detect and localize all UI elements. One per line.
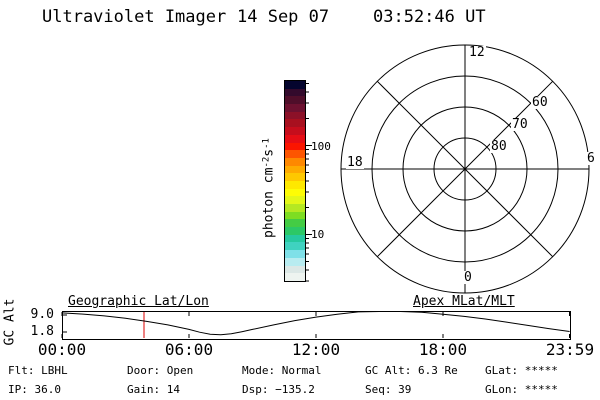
colorbar-band	[285, 111, 305, 120]
colorbar-band	[285, 104, 305, 112]
colorbar-band	[285, 142, 305, 151]
colorbar-band	[285, 242, 305, 251]
status-gc-alt: GC Alt: 6.3 Re	[365, 364, 458, 377]
dial-mlt-12-label: 12	[468, 45, 486, 60]
dial-mlat-70-label: 70	[511, 117, 529, 132]
xtick-label-1200: 12:00	[291, 340, 341, 359]
colorbar-unit-label: photon cm-2s-1	[261, 138, 278, 238]
colorbar-band	[285, 180, 305, 189]
status-door: Door: Open	[127, 364, 194, 377]
time-readout: 03:52:46 UT	[373, 7, 486, 27]
dial-mlat-60-label: 60	[531, 95, 549, 110]
unit-base: photon cm	[261, 167, 277, 238]
mlat-circle-70	[402, 106, 528, 232]
colorbar-band	[285, 127, 305, 135]
colorbar-band	[285, 96, 305, 105]
colorbar-band	[285, 227, 305, 235]
colorbar-band	[285, 204, 305, 212]
xtick-label-2359: 23:59	[545, 340, 595, 359]
status-col-mode: Mode: Normal Dsp: −135.2	[242, 364, 321, 400]
apex-mlatmlt-link[interactable]: Apex MLat/MLT	[413, 294, 515, 309]
colorbar-band	[285, 157, 305, 166]
colorbar-band	[285, 265, 305, 274]
mlt-spoke	[376, 80, 554, 258]
colorbar-band	[285, 219, 305, 228]
unit-base: s	[261, 148, 277, 157]
xtick-label-1800: 18:00	[418, 340, 468, 359]
colorbar-band	[285, 211, 305, 220]
unit-exponent: -2	[261, 156, 272, 168]
colorbar-band	[285, 150, 305, 158]
date-readout: 14 Sep 07	[237, 7, 330, 27]
dial-mlt-18-label: 18	[346, 155, 364, 170]
status-col-door: Door: Open Gain: 14	[127, 364, 193, 400]
xtick-label-0600: 06:00	[164, 340, 214, 359]
ytick-label-9: 9.0	[30, 307, 54, 322]
ytick-label-1-8: 1.8	[30, 324, 54, 339]
dial-mlat-80-label: 80	[490, 139, 508, 154]
status-mode: Mode: Normal	[242, 364, 322, 377]
colorbar-band	[285, 257, 305, 266]
mlat-circle-80	[433, 137, 497, 201]
colorbar-tick-label-100: 100	[311, 140, 331, 153]
status-col-gcalt: GC Alt: 6.3 Re Seq: 39	[365, 364, 458, 400]
status-col-flt: Flt: LBHL IP: 36.0	[8, 364, 68, 400]
status-glon: GLon: *****	[485, 383, 558, 396]
colorbar-band	[285, 196, 305, 204]
mlt-spoke	[376, 80, 554, 258]
status-gain: Gain: 14	[127, 383, 180, 396]
colorbar-band	[285, 165, 305, 174]
gc-alt-plot-box	[62, 311, 571, 340]
colorbar-band	[285, 88, 305, 97]
status-dsp: Dsp: −135.2	[242, 383, 315, 396]
colorbar-band	[285, 188, 305, 197]
colorbar-band	[285, 81, 305, 89]
status-flt: Flt: LBHL	[8, 364, 68, 377]
colorbar-band	[285, 250, 305, 258]
dial-mlt-0-label: 0	[463, 270, 473, 285]
colorbar-band	[285, 134, 305, 143]
colorbar-tick-label-10: 10	[311, 228, 325, 241]
status-glat: GLat: *****	[485, 364, 558, 377]
dial-mlt-6-label: 6	[586, 151, 596, 166]
status-seq: Seq: 39	[365, 383, 412, 396]
unit-exponent: -1	[261, 138, 272, 149]
instrument-title: Ultraviolet Imager	[42, 7, 227, 27]
gc-alt-axis-label: GC Alt	[2, 298, 18, 346]
colorbar-gradient	[284, 80, 306, 282]
status-ip: IP: 36.0	[8, 383, 61, 396]
mlat-circle-50	[340, 44, 590, 294]
colorbar-band	[285, 273, 305, 281]
colorbar-band	[285, 234, 305, 243]
geographic-latlon-link[interactable]: Geographic Lat/Lon	[68, 294, 209, 309]
colorbar-band	[285, 173, 305, 181]
status-col-glat: GLat: ***** GLon: *****	[485, 364, 558, 400]
colorbar-band	[285, 119, 305, 128]
xtick-label-0000: 00:00	[37, 340, 87, 359]
